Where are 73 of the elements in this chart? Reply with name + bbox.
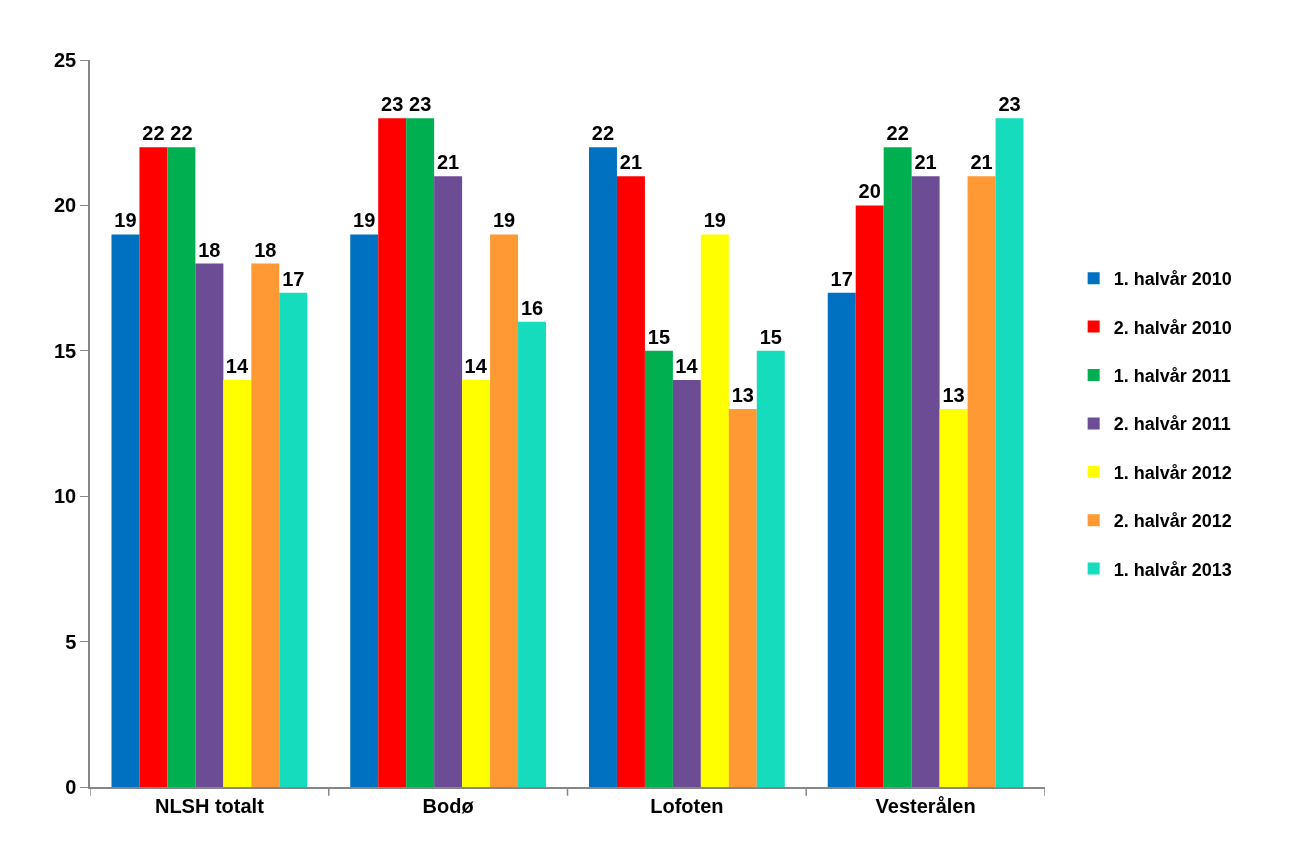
y-tick-label: 5 [65,630,77,653]
data-label: 13 [731,383,754,406]
y-tick-label: 10 [54,485,77,508]
bar [644,350,673,787]
bar [883,147,912,787]
bar [462,379,491,787]
bar [279,292,308,787]
data-label: 18 [198,238,221,261]
data-label: 23 [998,93,1021,116]
x-tick-label: Vesterålen [875,794,976,817]
data-label: 21 [914,151,937,174]
data-label: 19 [492,209,516,232]
data-label: 16 [520,296,544,319]
bar [406,118,435,787]
y-tick-label: 0 [65,776,77,798]
data-label: 19 [114,209,137,232]
bar [672,379,701,787]
data-label: 21 [437,151,460,174]
bar [756,350,785,787]
bar [967,176,996,787]
bar [251,263,280,787]
bar [588,147,617,787]
legend-label: 1. halvår 2011 [1113,366,1231,387]
bar [995,118,1024,787]
data-label: 14 [464,354,488,377]
data-label: 14 [225,354,249,377]
bar [728,408,757,787]
bar [700,234,729,787]
bar [911,176,940,787]
data-label: 20 [858,180,881,203]
data-label: 22 [170,122,193,145]
bar [350,234,379,787]
bar [616,176,645,787]
data-label: 18 [254,238,277,261]
bar [223,379,252,787]
bar [167,147,196,787]
x-tick-label: Lofoten [650,794,724,817]
legend-label: 1. halvår 2010 [1113,269,1232,290]
y-tick-label: 15 [54,339,77,362]
legend-label: 1. halvår 2013 [1113,559,1232,580]
legend-label: 2. halvår 2012 [1113,511,1232,532]
legend-label: 2. halvår 2010 [1113,317,1232,338]
data-label: 23 [409,93,432,116]
x-tick-label: NLSH totalt [154,794,265,817]
data-label: 17 [830,267,853,290]
bar [939,408,968,787]
bar [490,234,519,787]
legend-label: 1. halvår 2012 [1113,462,1232,483]
data-label: 14 [675,354,699,377]
data-label: 19 [353,209,376,232]
bar [855,205,884,787]
data-label: 22 [886,122,909,145]
y-tick-label: 20 [54,194,77,217]
data-label: 13 [942,383,965,406]
data-label: 15 [759,325,782,348]
bar [111,234,140,787]
data-label: 21 [970,151,993,174]
data-label: 23 [381,93,404,116]
data-label: 17 [282,267,305,290]
data-label: 15 [647,325,671,348]
x-tick-label: Bodø [422,794,475,817]
data-label: 19 [703,209,726,232]
bar [518,321,547,787]
data-label: 22 [591,122,615,145]
data-label: 21 [619,151,643,174]
bar [827,292,856,787]
bar [139,147,168,787]
legend-label: 2. halvår 2011 [1113,414,1231,435]
bar [378,118,407,787]
data-label: 22 [142,122,165,145]
bar [434,176,463,787]
bar [195,263,224,787]
y-tick-label: 25 [54,49,77,71]
